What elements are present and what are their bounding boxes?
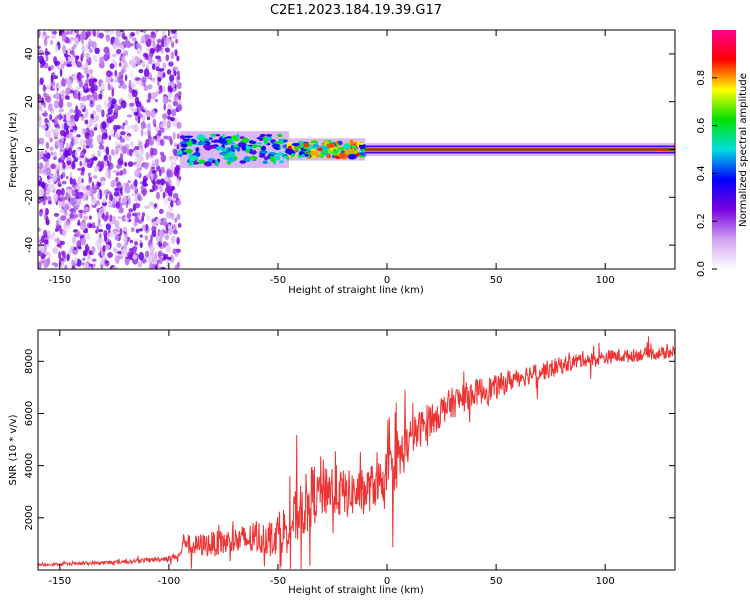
spectrogram-xtick-label: -50	[270, 275, 286, 286]
snr-series-line	[38, 336, 675, 569]
heat-region-2	[285, 138, 368, 161]
figure-title: C2E1.2023.184.19.39.G17	[270, 3, 442, 18]
snr-ytick-label: 2000	[24, 505, 35, 530]
colorbar-ticks: 0.0 0.2 0.4 0.6 0.8	[696, 70, 717, 277]
colorbar-bar	[712, 30, 736, 269]
snr-xlabel: Height of straight line (km)	[288, 585, 424, 596]
snr-xtick-label: 0	[384, 576, 390, 587]
colorbar-label: Normalized spectral amplitude	[738, 73, 749, 227]
snr-ticks: -150 -100 -50 0 50 100 2000 4000 6000 8000	[24, 330, 675, 587]
colorbar-tick-label: 0.0	[696, 261, 707, 277]
snr-ylabel: SNR (10 * v/v)	[8, 414, 19, 485]
colorbar: 0.0 0.2 0.4 0.6 0.8 Normalized spectral ampl…	[696, 30, 749, 277]
snr-xtick-label: 50	[490, 576, 503, 587]
spectrogram-xtick-label: -150	[48, 275, 71, 286]
snr-frame	[37, 329, 676, 571]
spectrogram-panel: -150 -100 -50 0 50 100 -40 -20 0 20 40 Height of s…	[8, 29, 676, 296]
colorbar-tick-label: 0.6	[696, 118, 707, 134]
snr-ytick-label: 4000	[24, 453, 35, 478]
spectrogram-ytick-label: 0	[24, 146, 35, 152]
spectrogram-image	[38, 30, 675, 269]
spectrogram-xtick-label: -100	[158, 275, 181, 286]
snr-xtick-label: -150	[48, 576, 71, 587]
spectrogram-ytick-label: 40	[24, 48, 35, 61]
spectrogram-ticks: -150 -100 -50 0 50 100 -40 -20 0 20 40	[24, 30, 675, 286]
spectrogram-ytick-label: -40	[24, 237, 35, 253]
heat-region-0	[38, 30, 183, 269]
snr-xtick-label: 100	[596, 576, 615, 587]
spectrogram-xtick-label: 100	[596, 275, 615, 286]
heat-region-3	[365, 143, 675, 156]
spectrogram-xlabel: Height of straight line (km)	[288, 285, 424, 296]
spectrogram-ylabel: Frequency (Hz)	[8, 112, 19, 188]
snr-xtick-label: -50	[270, 576, 286, 587]
spectrogram-ytick-label: -20	[24, 189, 35, 205]
snr-ytick-label: 6000	[24, 401, 35, 426]
heat-region-1	[177, 131, 291, 168]
spectrogram-xtick-label: 50	[490, 275, 503, 286]
snr-ytick-label: 8000	[24, 349, 35, 374]
snr-xtick-label: -100	[158, 576, 181, 587]
colorbar-tick-label: 0.2	[696, 213, 707, 229]
spectrogram-xtick-label: 0	[384, 275, 390, 286]
colorbar-tick-label: 0.8	[696, 70, 707, 86]
colorbar-tick-label: 0.4	[696, 165, 707, 181]
snr-panel: -150 -100 -50 0 50 100 2000 4000 6000 8000 Height…	[8, 329, 676, 596]
spectrogram-ytick-label: 20	[24, 95, 35, 108]
